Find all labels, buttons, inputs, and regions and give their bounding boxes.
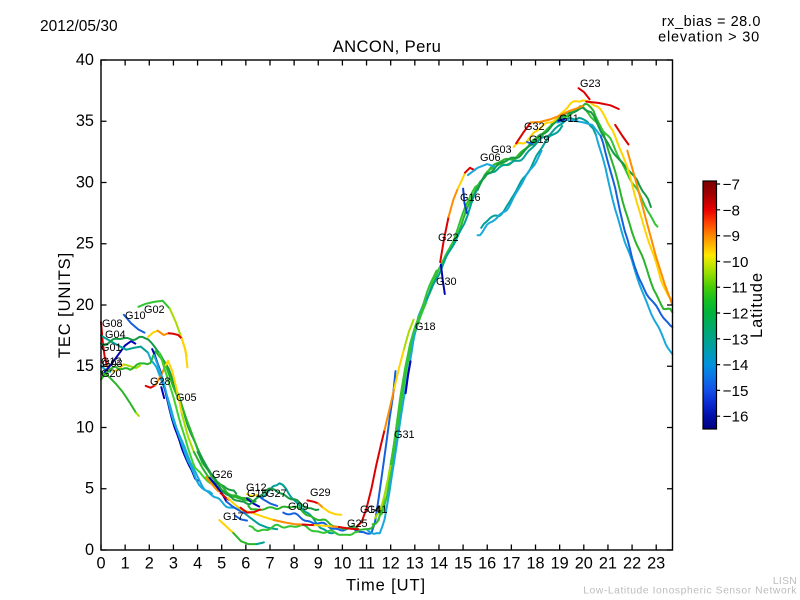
- svg-text:3: 3: [169, 555, 178, 573]
- svg-text:G19: G19: [529, 134, 550, 146]
- svg-text:G25: G25: [347, 518, 368, 530]
- svg-text:35: 35: [76, 112, 94, 130]
- svg-text:7: 7: [265, 555, 274, 573]
- svg-text:5: 5: [217, 555, 226, 573]
- svg-text:22: 22: [623, 555, 641, 573]
- svg-text:4: 4: [193, 555, 202, 573]
- svg-text:20: 20: [76, 296, 94, 314]
- svg-text:9: 9: [314, 555, 323, 573]
- svg-text:G28: G28: [150, 376, 171, 388]
- svg-text:15: 15: [76, 357, 94, 375]
- svg-text:G22: G22: [438, 232, 459, 244]
- svg-text:G11: G11: [559, 113, 579, 125]
- svg-text:0: 0: [85, 541, 94, 559]
- svg-text:40: 40: [76, 51, 94, 69]
- svg-text:30: 30: [76, 173, 94, 191]
- svg-text:G01: G01: [101, 342, 122, 354]
- svg-text:0: 0: [96, 555, 105, 573]
- svg-text:10: 10: [76, 418, 94, 436]
- svg-text:Latitude: Latitude: [748, 272, 766, 338]
- svg-text:G31: G31: [394, 429, 415, 441]
- svg-text:Time [UT]: Time [UT]: [346, 577, 426, 595]
- svg-text:G12: G12: [101, 356, 122, 368]
- svg-text:G03: G03: [491, 144, 512, 156]
- svg-text:Low-Latitude Ionospheric Senso: Low-Latitude Ionospheric Sensor Network: [583, 586, 797, 597]
- svg-text:G32: G32: [524, 121, 545, 133]
- svg-text:1: 1: [121, 555, 130, 573]
- svg-text:12: 12: [382, 555, 400, 573]
- svg-text:G15: G15: [247, 488, 268, 500]
- svg-text:20: 20: [575, 555, 593, 573]
- svg-text:G14: G14: [360, 504, 381, 516]
- svg-text:elevation > 30: elevation > 30: [658, 30, 760, 46]
- svg-text:14: 14: [430, 555, 448, 573]
- svg-text:19: 19: [551, 555, 569, 573]
- svg-text:21: 21: [599, 555, 617, 573]
- svg-text:−9: −9: [723, 228, 740, 245]
- svg-text:23: 23: [647, 555, 665, 573]
- svg-text:−8: −8: [723, 202, 740, 219]
- svg-text:rx_bias = 28.0: rx_bias = 28.0: [662, 14, 761, 30]
- svg-text:G17: G17: [223, 511, 244, 523]
- svg-text:15: 15: [454, 555, 472, 573]
- svg-text:LISN: LISN: [773, 576, 797, 587]
- svg-text:17: 17: [502, 555, 520, 573]
- svg-text:−12: −12: [723, 306, 749, 323]
- svg-text:G27: G27: [266, 488, 287, 500]
- svg-text:G02: G02: [144, 304, 165, 316]
- svg-text:6: 6: [241, 555, 250, 573]
- svg-text:G04: G04: [105, 329, 126, 341]
- svg-text:2: 2: [145, 555, 154, 573]
- svg-text:G41: G41: [367, 504, 388, 516]
- svg-text:11: 11: [358, 555, 375, 573]
- svg-text:TEC [UNITS]: TEC [UNITS]: [56, 252, 74, 358]
- svg-text:2012/05/30: 2012/05/30: [40, 18, 118, 35]
- svg-text:G05: G05: [176, 392, 197, 404]
- svg-text:10: 10: [333, 555, 351, 573]
- svg-text:18: 18: [526, 555, 544, 573]
- svg-text:13: 13: [406, 555, 424, 573]
- svg-text:−11: −11: [723, 280, 748, 297]
- svg-text:16: 16: [478, 555, 496, 573]
- svg-text:G16: G16: [460, 192, 481, 204]
- svg-text:−13: −13: [723, 331, 749, 348]
- svg-text:−15: −15: [723, 383, 749, 400]
- svg-text:5: 5: [85, 480, 94, 498]
- svg-text:G20: G20: [101, 368, 122, 380]
- svg-text:G12: G12: [246, 482, 267, 494]
- svg-text:−10: −10: [723, 254, 749, 271]
- svg-text:G18: G18: [415, 321, 436, 333]
- svg-text:−14: −14: [723, 357, 749, 374]
- svg-text:25: 25: [76, 235, 94, 253]
- svg-text:G29: G29: [310, 487, 331, 499]
- svg-text:G26: G26: [212, 469, 233, 481]
- svg-text:G30: G30: [436, 276, 457, 288]
- svg-text:G10: G10: [125, 310, 146, 322]
- svg-text:G23: G23: [580, 78, 601, 90]
- svg-text:G08: G08: [102, 318, 123, 330]
- svg-text:G06: G06: [480, 152, 501, 164]
- svg-text:−16: −16: [723, 409, 749, 426]
- svg-text:ANCON, Peru: ANCON, Peru: [333, 37, 442, 56]
- svg-text:8: 8: [290, 555, 299, 573]
- svg-text:G09: G09: [288, 501, 309, 513]
- svg-text:−7: −7: [723, 177, 740, 194]
- svg-text:G03: G03: [102, 358, 123, 370]
